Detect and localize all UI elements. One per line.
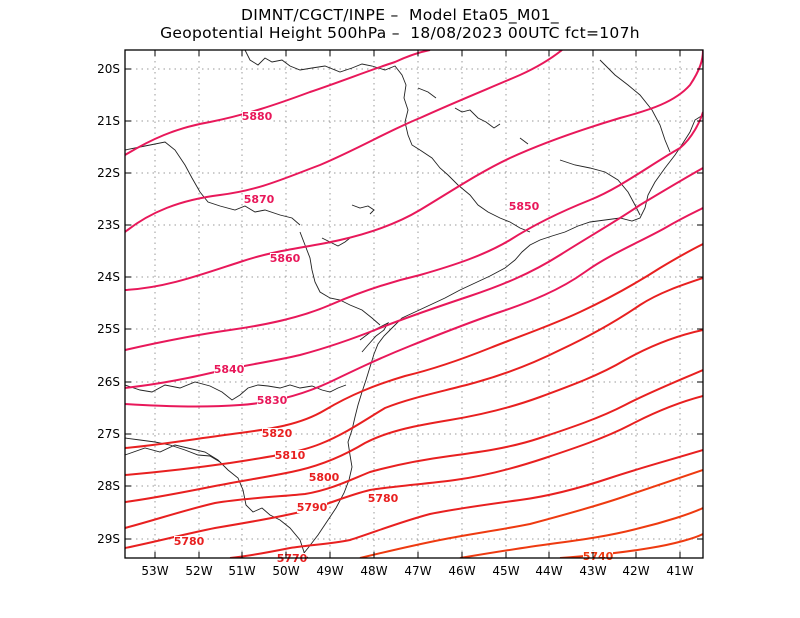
contour-label: 5860	[270, 252, 301, 265]
coastline	[125, 444, 309, 558]
contour-label-background	[174, 536, 204, 547]
contour-line	[125, 277, 703, 476]
lon-label: 44W	[535, 564, 562, 578]
lat-label: 21S	[97, 114, 120, 128]
lat-label: 25S	[97, 322, 120, 336]
contour-line	[125, 207, 703, 408]
contour-label: 5780	[368, 492, 399, 505]
contour-line	[559, 533, 703, 558]
lon-label: 50W	[272, 564, 299, 578]
contour-label: 5850	[509, 200, 540, 213]
contour-label-background	[368, 493, 398, 504]
lon-label: 49W	[316, 564, 343, 578]
contour-line	[125, 167, 703, 389]
lat-label: 26S	[97, 375, 120, 389]
chart-title-line-1: DIMNT/CGCT/INPE – Model Eta05_M01_	[240, 6, 559, 24]
lon-label: 51W	[228, 564, 255, 578]
height-contours	[125, 50, 703, 558]
river	[519, 137, 529, 145]
lat-label: 22S	[97, 166, 120, 180]
lat-label: 28S	[97, 479, 120, 493]
contour-label: 5880	[242, 110, 273, 123]
contour-label: 5820	[262, 427, 293, 440]
contour-line	[125, 329, 703, 503]
lon-label: 45W	[492, 564, 519, 578]
contour-line	[125, 50, 563, 233]
lon-label: 43W	[579, 564, 606, 578]
contour-label: 5780	[174, 535, 205, 548]
contour-label-background	[262, 428, 292, 439]
border	[419, 149, 531, 233]
border	[244, 50, 421, 151]
lat-lon-grid	[125, 50, 703, 558]
contour-label: 5840	[214, 363, 245, 376]
contour-label-background	[509, 201, 539, 212]
contour-label: 5790	[297, 501, 328, 514]
lon-label: 41W	[666, 564, 693, 578]
river	[417, 87, 437, 99]
coastline	[299, 114, 703, 558]
contour-label-background	[270, 253, 300, 264]
lon-label: 52W	[185, 564, 212, 578]
contour-label: 5870	[244, 193, 275, 206]
contour-label-background	[244, 194, 274, 205]
contour-line	[125, 243, 703, 449]
plot-frame	[124, 49, 704, 559]
contour-label-background	[297, 502, 327, 513]
contour-line	[125, 395, 703, 549]
coastline-and-borders	[125, 50, 703, 558]
river	[321, 237, 351, 247]
contour-line	[125, 369, 703, 529]
contour-label: 5800	[309, 471, 340, 484]
river	[351, 204, 375, 215]
border	[299, 231, 381, 326]
lon-label: 48W	[360, 564, 387, 578]
lon-label: 53W	[141, 564, 168, 578]
lat-label: 23S	[97, 218, 120, 232]
lat-label: 29S	[97, 532, 120, 546]
axis-ticks	[125, 50, 703, 558]
lon-label: 47W	[404, 564, 431, 578]
contour-line	[229, 449, 703, 558]
contour-line	[125, 50, 703, 291]
border	[559, 159, 641, 216]
contour-label-background	[257, 395, 287, 406]
contour-label: 5740	[583, 550, 614, 563]
contour-label-background	[583, 551, 613, 562]
lon-label: 46W	[448, 564, 475, 578]
contour-label-background	[275, 450, 305, 461]
border	[599, 59, 671, 153]
contour-line	[125, 111, 703, 351]
border	[125, 381, 347, 401]
contour-label-background	[242, 111, 272, 122]
border	[125, 141, 301, 226]
river	[454, 107, 501, 129]
contour-line	[359, 469, 703, 558]
lat-label: 20S	[97, 62, 120, 76]
contour-label-background	[309, 472, 339, 483]
contour-line	[459, 507, 703, 558]
lon-label: 42W	[622, 564, 649, 578]
border	[125, 437, 221, 463]
chart-title-line-2: Geopotential Height 500hPa – 18/08/2023 …	[160, 24, 640, 42]
lat-label: 24S	[97, 270, 120, 284]
contour-label: 5810	[275, 449, 306, 462]
lat-label: 27S	[97, 427, 120, 441]
contour-label: 5830	[257, 394, 288, 407]
contour-label-background	[214, 364, 244, 375]
contour-line	[125, 50, 431, 156]
